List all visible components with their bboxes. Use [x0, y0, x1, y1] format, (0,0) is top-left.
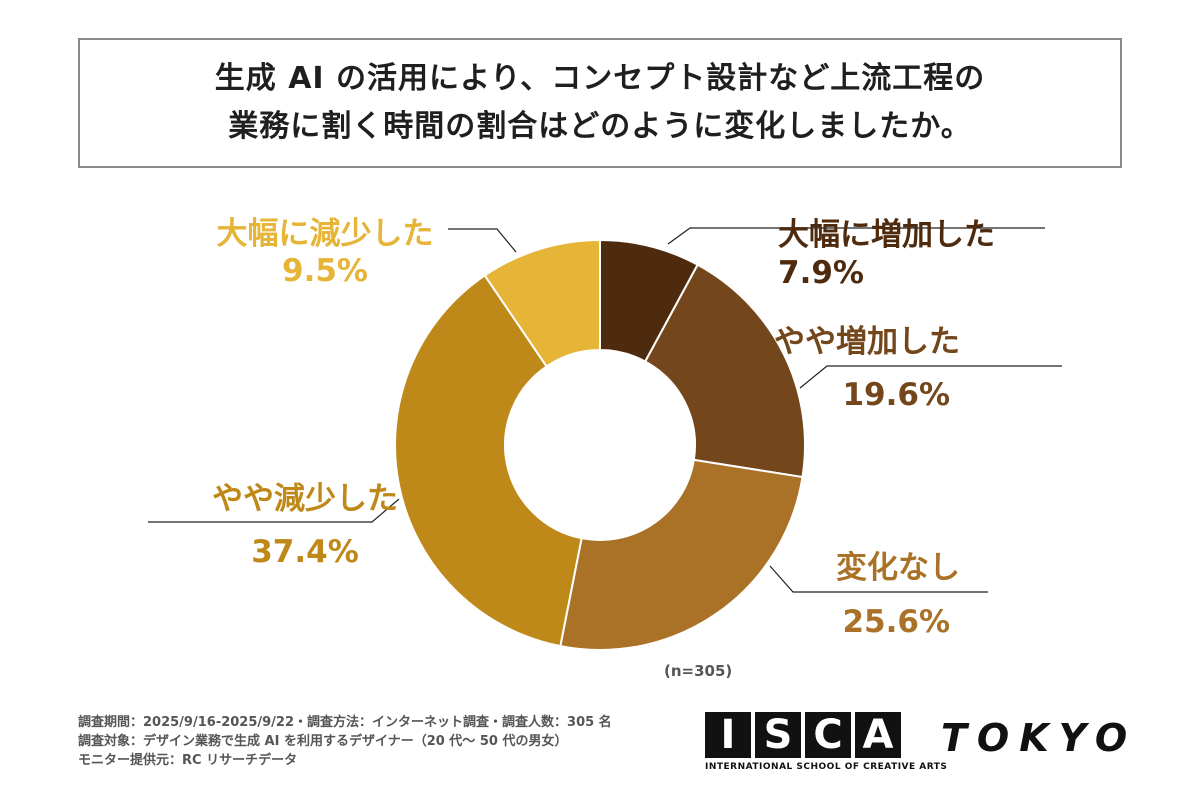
category-label: やや増加した	[774, 324, 960, 360]
value-label: 37.4%	[251, 534, 359, 570]
value-label: 25.6%	[842, 604, 950, 640]
logo-letter-boxes: I S C A	[705, 712, 905, 758]
logo-letter-box: A	[855, 712, 901, 758]
title-line-1: 生成 AI の活用により、コンセプト設計など上流工程の	[214, 61, 986, 96]
value-label: 9.5%	[282, 253, 368, 289]
donut-slice	[393, 274, 583, 648]
logo-word: TOKYO	[941, 716, 1138, 760]
logo-letter-box: C	[805, 712, 851, 758]
sample-size-note: (n=305)	[664, 662, 733, 680]
donut-slice	[483, 238, 601, 368]
leader-line	[799, 365, 1062, 389]
footer-line-3: モニター提供元：RC リサーチデータ	[78, 753, 298, 768]
leader-line	[448, 228, 517, 253]
category-label: 大幅に増加した	[778, 217, 995, 253]
logo-subtitle: INTERNATIONAL SCHOOL OF CREATIVE ARTS	[705, 762, 948, 772]
category-label: やや減少した	[212, 481, 398, 517]
leader-line	[148, 498, 400, 523]
title-line-2: 業務に割く時間の割合はどのように変化しましたか。	[228, 109, 972, 144]
logo-letter-box: S	[755, 712, 801, 758]
donut-slice	[559, 458, 804, 651]
donut-slice	[643, 263, 806, 479]
logo-letter-box: I	[705, 712, 751, 758]
title-box: 生成 AI の活用により、コンセプト設計など上流工程の 業務に割く時間の割合はど…	[78, 38, 1122, 168]
isca-tokyo-logo: I S C A TOKYO INTERNATIONAL SCHOOL OF CR…	[705, 712, 1127, 772]
category-label: 大幅に減少した	[217, 216, 434, 252]
footer-line-2: 調査対象：デザイン業務で生成 AI を利用するデザイナー（20 代～ 50 代の…	[78, 734, 568, 749]
value-label: 19.6%	[842, 377, 950, 413]
leader-line	[769, 565, 988, 593]
category-label: 変化なし	[836, 550, 960, 586]
survey-footer: 調査期間：2025/9/16-2025/9/22・調査方法：インターネット調査・…	[78, 713, 612, 770]
value-label: 7.9%	[778, 255, 864, 291]
footer-line-1: 調査期間：2025/9/16-2025/9/22・調査方法：インターネット調査・…	[78, 715, 612, 730]
leader-line	[667, 227, 1045, 245]
